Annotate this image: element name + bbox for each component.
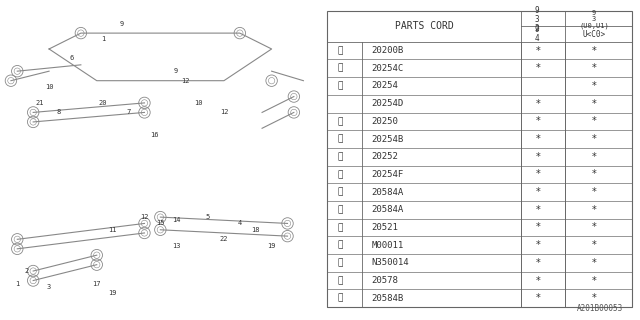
- Text: *: *: [536, 187, 541, 197]
- Text: *: *: [592, 187, 596, 197]
- Text: *: *: [592, 258, 596, 268]
- Text: 12: 12: [140, 214, 148, 220]
- Text: M00011: M00011: [372, 241, 404, 250]
- Text: ⑥: ⑥: [337, 152, 342, 161]
- Text: A201B00053: A201B00053: [577, 304, 623, 313]
- Text: 20: 20: [99, 100, 108, 106]
- Text: *: *: [536, 258, 541, 268]
- Text: 20254F: 20254F: [372, 170, 404, 179]
- Text: 19: 19: [268, 243, 276, 249]
- Text: 13: 13: [172, 243, 180, 249]
- Text: *: *: [536, 169, 541, 180]
- Text: 20254D: 20254D: [372, 99, 404, 108]
- Text: 5: 5: [206, 214, 210, 220]
- Text: *: *: [536, 240, 541, 250]
- Text: 20250: 20250: [372, 117, 399, 126]
- Text: 20200B: 20200B: [372, 46, 404, 55]
- Text: 9
3
(U0,U1): 9 3 (U0,U1): [579, 11, 609, 29]
- Text: 12: 12: [182, 78, 190, 84]
- Text: 20521: 20521: [372, 223, 399, 232]
- Text: *: *: [592, 222, 596, 233]
- Text: 18: 18: [252, 227, 260, 233]
- Text: *: *: [536, 99, 541, 109]
- Text: ⑫: ⑫: [337, 258, 342, 267]
- Text: 19: 19: [108, 290, 117, 296]
- Text: 20584A: 20584A: [372, 188, 404, 196]
- Text: U<C0>: U<C0>: [582, 29, 605, 39]
- Text: 12: 12: [220, 109, 228, 116]
- Text: 9
4: 9 4: [534, 25, 539, 43]
- Text: ③: ③: [337, 82, 342, 91]
- Text: ⑤: ⑤: [337, 134, 342, 144]
- Text: 17: 17: [93, 281, 101, 287]
- Text: 16: 16: [150, 132, 158, 138]
- Text: 1: 1: [15, 281, 19, 287]
- Text: 20254B: 20254B: [372, 134, 404, 144]
- Text: 20584A: 20584A: [372, 205, 404, 214]
- Text: 1: 1: [101, 36, 105, 43]
- Text: PARTS CORD: PARTS CORD: [395, 21, 453, 31]
- Text: 8: 8: [56, 109, 61, 116]
- Text: *: *: [592, 81, 596, 91]
- Text: 9: 9: [120, 20, 124, 27]
- Text: *: *: [592, 205, 596, 215]
- Text: 10: 10: [195, 100, 203, 106]
- Text: ⑧: ⑧: [337, 188, 342, 196]
- Text: 3: 3: [47, 284, 51, 290]
- Text: *: *: [592, 169, 596, 180]
- Text: ⑭: ⑭: [337, 294, 342, 303]
- Text: *: *: [592, 152, 596, 162]
- Text: *: *: [536, 152, 541, 162]
- Text: *: *: [536, 46, 541, 56]
- Text: 14: 14: [172, 217, 180, 223]
- Text: 9
3
2: 9 3 2: [534, 6, 539, 33]
- Text: ⑨: ⑨: [337, 205, 342, 214]
- Text: 21: 21: [35, 100, 44, 106]
- Text: 22: 22: [220, 236, 228, 242]
- Text: *: *: [536, 205, 541, 215]
- Text: N350014: N350014: [372, 258, 409, 267]
- Text: 20254C: 20254C: [372, 64, 404, 73]
- Text: 2: 2: [25, 268, 29, 274]
- Text: *: *: [592, 63, 596, 73]
- Text: 15: 15: [156, 220, 164, 227]
- Text: *: *: [592, 116, 596, 126]
- Text: *: *: [536, 276, 541, 285]
- Text: 20254: 20254: [372, 82, 399, 91]
- Text: ②: ②: [337, 64, 342, 73]
- Text: 9: 9: [174, 68, 179, 74]
- Text: ⑬: ⑬: [337, 276, 342, 285]
- Text: 10: 10: [45, 84, 53, 90]
- Text: ⑩: ⑩: [337, 223, 342, 232]
- Text: *: *: [536, 134, 541, 144]
- Text: ①: ①: [337, 46, 342, 55]
- Text: *: *: [592, 134, 596, 144]
- Text: 20252: 20252: [372, 152, 399, 161]
- Text: 11: 11: [108, 227, 117, 233]
- Text: *: *: [592, 46, 596, 56]
- Text: *: *: [536, 293, 541, 303]
- Text: ④: ④: [337, 117, 342, 126]
- Text: 4: 4: [237, 220, 242, 227]
- Text: *: *: [592, 293, 596, 303]
- Text: ⑪: ⑪: [337, 241, 342, 250]
- Text: *: *: [592, 276, 596, 285]
- Text: *: *: [536, 222, 541, 233]
- Text: *: *: [536, 63, 541, 73]
- Text: 20584B: 20584B: [372, 294, 404, 303]
- Text: *: *: [592, 99, 596, 109]
- Text: 7: 7: [127, 109, 131, 116]
- Text: *: *: [536, 116, 541, 126]
- Text: 20578: 20578: [372, 276, 399, 285]
- Text: 6: 6: [69, 55, 74, 61]
- Text: *: *: [592, 240, 596, 250]
- Text: ⑦: ⑦: [337, 170, 342, 179]
